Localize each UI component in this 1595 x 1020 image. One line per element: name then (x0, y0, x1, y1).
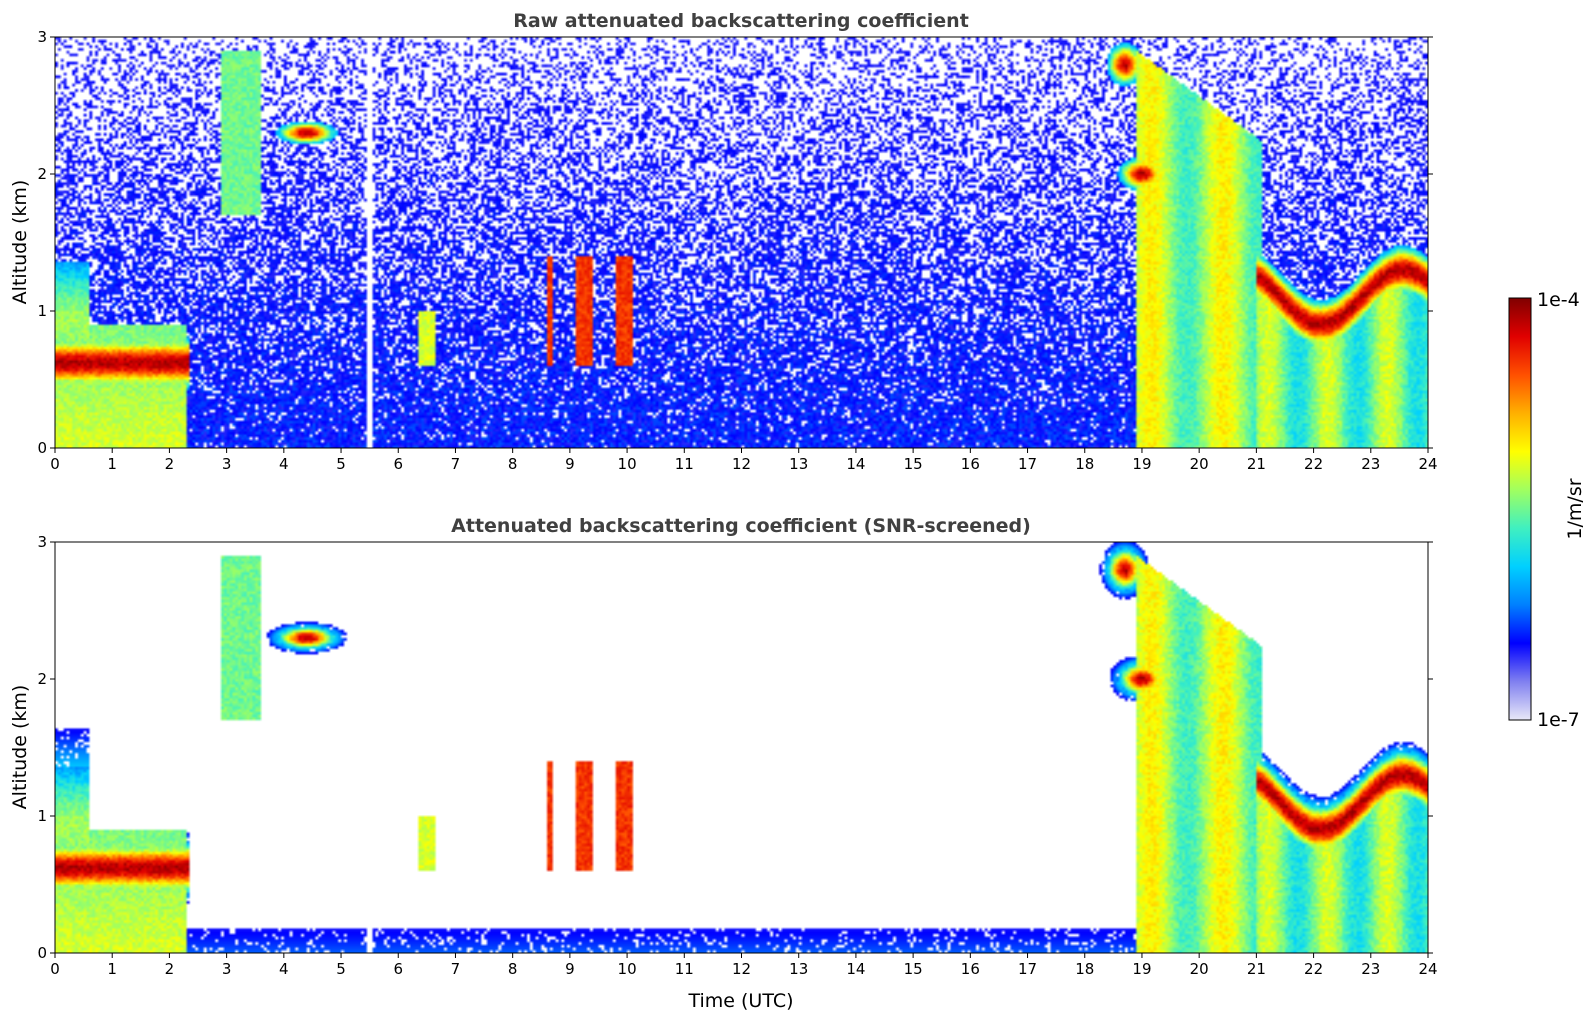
x-tick-label: 8 (508, 960, 518, 978)
x-tick-label: 19 (1132, 455, 1151, 473)
x-tick-label: 1 (107, 455, 117, 473)
colorbar-min-label: 1e-7 (1537, 709, 1580, 731)
x-tick-label: 12 (732, 960, 751, 978)
panel2-title: Attenuated backscattering coefficient (S… (451, 515, 1031, 537)
x-tick-label: 6 (393, 960, 403, 978)
x-tick-label: 20 (1190, 455, 1209, 473)
y-tick-label: 3 (37, 533, 47, 551)
x-tick-label: 17 (1018, 455, 1037, 473)
x-tick-label: 1 (107, 960, 117, 978)
x-tick-label: 24 (1418, 960, 1437, 978)
x-tick-label: 15 (904, 960, 923, 978)
y-tick-label: 0 (37, 944, 47, 962)
y-tick-label: 1 (37, 807, 47, 825)
colorbar: 1e-4 1e-7 1/m/sr (1508, 289, 1586, 731)
panel2-xlabel: Time (UTC) (687, 990, 793, 1012)
x-tick-label: 13 (789, 960, 808, 978)
x-tick-label: 8 (508, 455, 518, 473)
x-tick-label: 3 (222, 455, 232, 473)
x-tick-label: 9 (565, 960, 575, 978)
x-tick-label: 3 (222, 960, 232, 978)
colorbar-label: 1/m/sr (1564, 478, 1586, 539)
x-tick-label: 16 (961, 960, 980, 978)
x-tick-label: 4 (279, 960, 289, 978)
x-tick-label: 14 (846, 960, 865, 978)
x-tick-label: 2 (165, 455, 175, 473)
panel1-ylabel: Altitude (km) (9, 180, 31, 305)
x-tick-label: 7 (451, 960, 461, 978)
x-tick-label: 6 (393, 455, 403, 473)
y-tick-label: 1 (37, 302, 47, 320)
x-tick-label: 20 (1190, 960, 1209, 978)
panel1-title: Raw attenuated backscattering coefficien… (513, 10, 969, 32)
x-tick-label: 18 (1075, 455, 1094, 473)
x-tick-label: 17 (1018, 960, 1037, 978)
x-tick-label: 5 (336, 455, 346, 473)
x-tick-label: 2 (165, 960, 175, 978)
x-tick-label: 0 (50, 455, 60, 473)
x-tick-label: 15 (904, 455, 923, 473)
snr-screened-panel: Attenuated backscattering coefficient (S… (9, 515, 1438, 1012)
x-tick-label: 0 (50, 960, 60, 978)
x-tick-label: 10 (618, 455, 637, 473)
x-tick-label: 7 (451, 455, 461, 473)
raw-backscatter-panel: Raw attenuated backscattering coefficien… (9, 10, 1438, 473)
y-tick-label: 2 (37, 670, 47, 688)
snr-backscatter-heatmap (55, 542, 1428, 953)
y-tick-label: 2 (37, 165, 47, 183)
x-tick-label: 23 (1361, 960, 1380, 978)
x-tick-label: 24 (1418, 455, 1437, 473)
x-tick-label: 14 (846, 455, 865, 473)
panel2-axes: 0 1 2 3 4 5 6 7 8 9 10 11 12 13 14 15 16 17 18 19 20 21 22 23 24… (37, 533, 1437, 978)
x-tick-label: 21 (1247, 455, 1266, 473)
raw-backscatter-heatmap (55, 37, 1428, 448)
x-tick-label: 4 (279, 455, 289, 473)
y-tick-label: 0 (37, 439, 47, 457)
panel2-ylabel: Altitude (km) (9, 685, 31, 810)
x-tick-label: 22 (1304, 455, 1323, 473)
x-tick-label: 16 (961, 455, 980, 473)
x-tick-label: 22 (1304, 960, 1323, 978)
x-tick-label: 11 (675, 455, 694, 473)
x-tick-label: 9 (565, 455, 575, 473)
x-tick-label: 19 (1132, 960, 1151, 978)
x-tick-label: 18 (1075, 960, 1094, 978)
x-tick-label: 10 (618, 960, 637, 978)
y-tick-label: 3 (37, 28, 47, 46)
x-tick-label: 13 (789, 455, 808, 473)
x-tick-label: 11 (675, 960, 694, 978)
panel1-axes: 0 1 2 3 4 5 6 7 8 9 10 11 12 13 14 15 16 17 18 19 20 21 22 23 24… (37, 28, 1437, 473)
x-tick-label: 23 (1361, 455, 1380, 473)
x-tick-label: 21 (1247, 960, 1266, 978)
colorbar-max-label: 1e-4 (1537, 289, 1580, 311)
x-tick-label: 5 (336, 960, 346, 978)
colorbar-gradient (1508, 297, 1532, 721)
x-tick-label: 12 (732, 455, 751, 473)
